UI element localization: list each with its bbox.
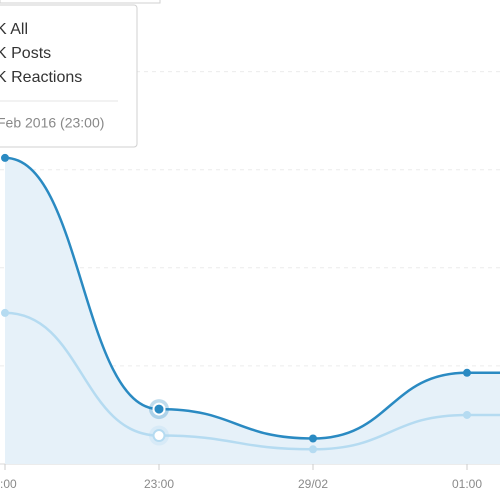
point <box>309 434 317 443</box>
tooltip-line: K All <box>0 21 28 38</box>
point <box>152 402 166 416</box>
tooltip-date: Feb 2016 (23:00) <box>0 115 104 131</box>
x-tick-label: 23:00 <box>144 477 174 491</box>
x-tick-label: 29/02 <box>298 477 328 491</box>
point <box>309 445 317 454</box>
x-tick-label: 2:00 <box>0 477 17 491</box>
point <box>152 429 166 443</box>
top-control <box>0 0 161 4</box>
tooltip-line: K Posts <box>0 45 51 62</box>
x-tick-label: 01:00 <box>452 477 482 491</box>
plot: 2:00 23:00 29/02 01:00 <box>0 71 500 491</box>
point <box>463 368 471 377</box>
tooltip-box <box>0 4 138 148</box>
point <box>1 308 9 317</box>
line <box>4 311 500 451</box>
area <box>5 157 500 464</box>
point <box>1 153 9 162</box>
point <box>463 410 471 419</box>
tooltip-line: K Reactions <box>0 69 82 86</box>
tooltip: K All K Posts K Reactions Feb 2016 (23:0… <box>0 4 138 148</box>
